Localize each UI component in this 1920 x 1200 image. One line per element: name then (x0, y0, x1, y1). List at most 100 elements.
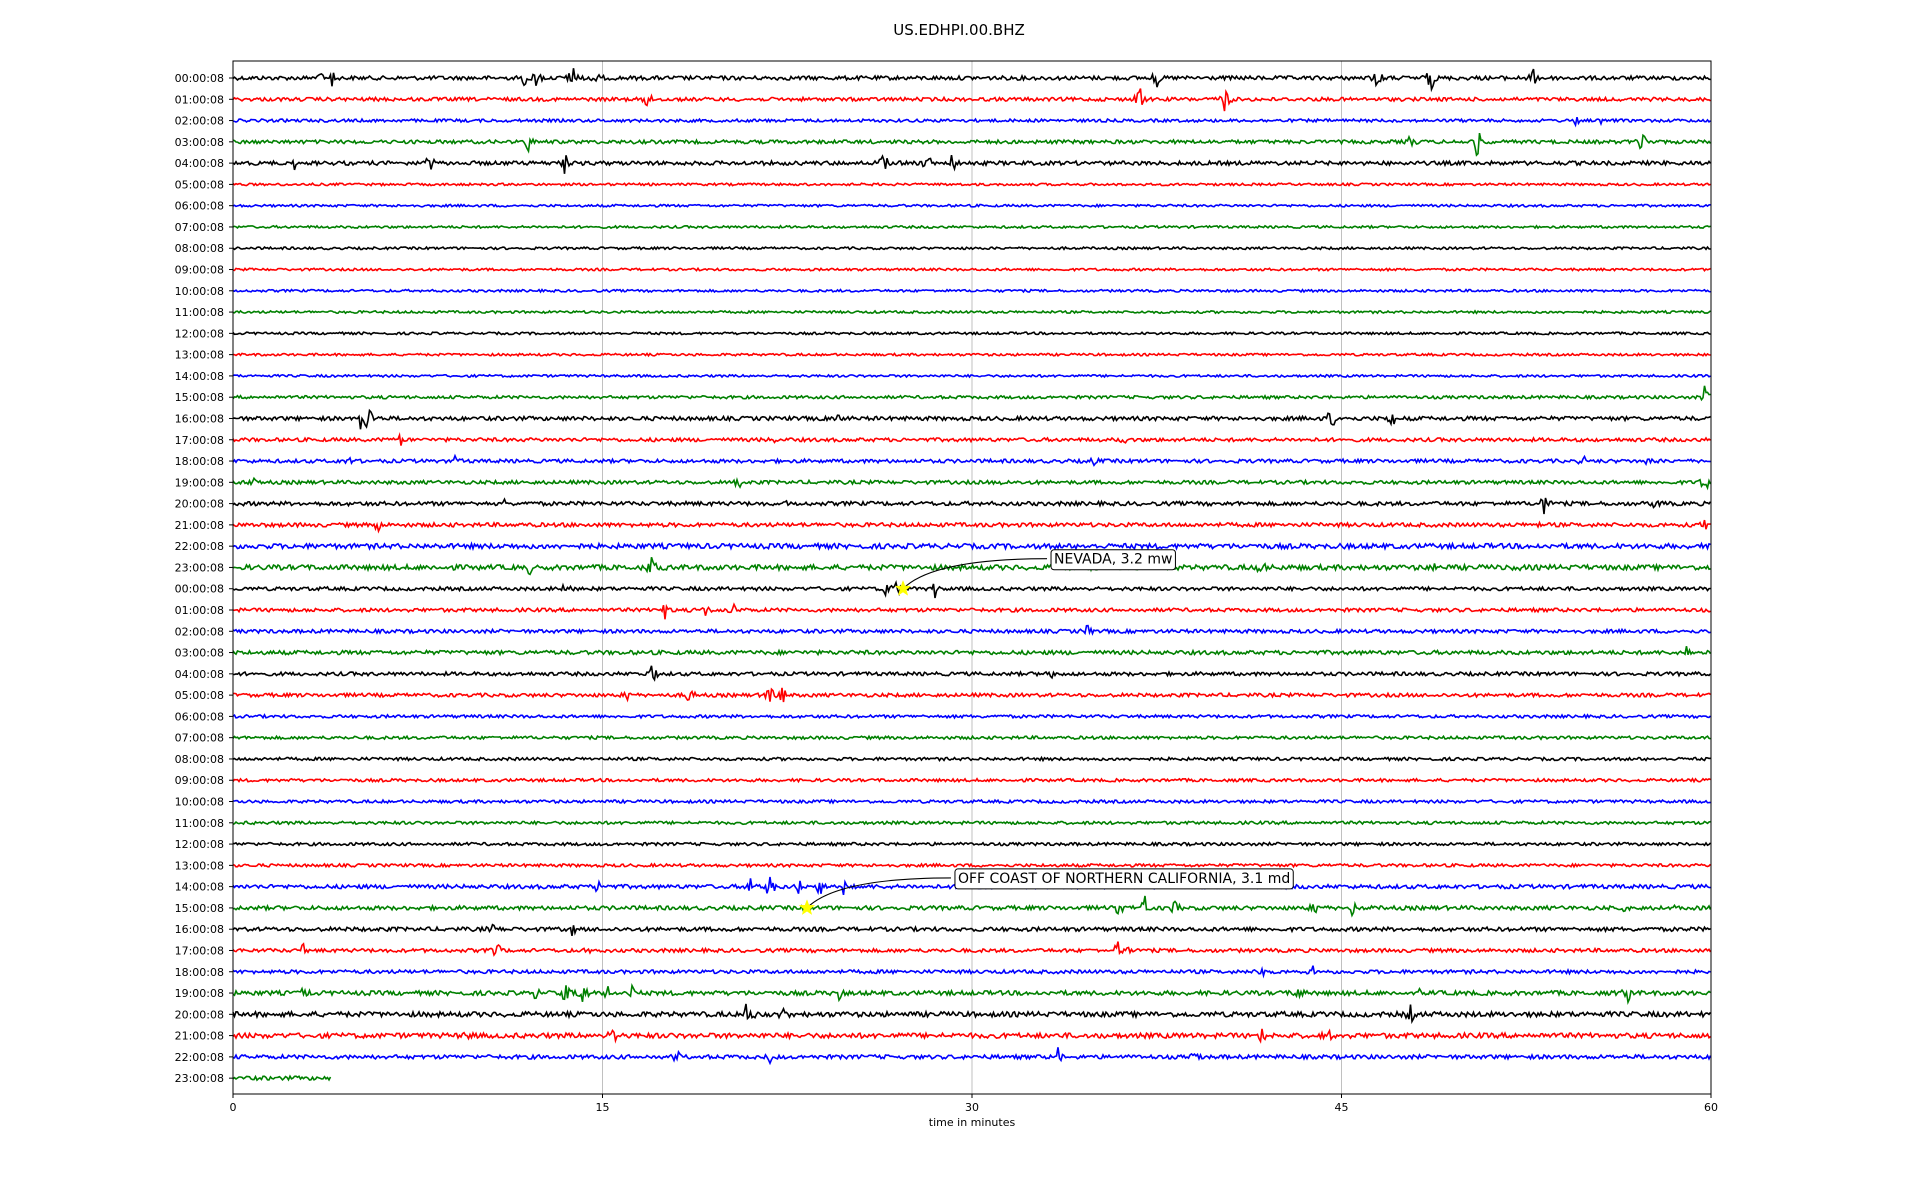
trace-line (232, 385, 1711, 402)
y-tick-label: 21:00:08 (175, 1030, 224, 1043)
trace-line (232, 665, 1712, 682)
trace-line (232, 734, 1711, 741)
y-tick-label: 11:00:08 (175, 817, 224, 830)
trace-line (232, 245, 1711, 251)
y-tick-label: 06:00:08 (175, 200, 224, 213)
trace-line (232, 713, 1712, 720)
trace-line (232, 862, 1712, 869)
chart-title: US.EDHPI.00.BHZ (893, 21, 1025, 39)
trace-line (232, 646, 1712, 657)
trace-line (232, 923, 1711, 937)
x-axis-label: time in minutes (929, 1116, 1016, 1129)
trace-line (232, 941, 1712, 957)
y-tick-label: 08:00:08 (175, 753, 224, 766)
trace-line (232, 453, 1711, 467)
trace-line (232, 117, 1711, 128)
trace-lines (232, 68, 1712, 1082)
annotations: NEVADA, 3.2 mw OFF COAST OF NORTHERN CALI… (798, 549, 1294, 915)
y-tick-label: 15:00:08 (175, 902, 224, 915)
event-star-marker (894, 579, 912, 596)
trace-line (232, 330, 1711, 336)
trace-line (232, 777, 1711, 784)
y-tick-label: 13:00:08 (175, 859, 224, 872)
y-tick-label: 00:00:08 (175, 72, 224, 85)
grid-lines (602, 61, 1342, 1094)
trace-line (232, 895, 1712, 918)
y-tick-label: 23:00:08 (175, 561, 224, 574)
y-tick-label: 00:00:08 (175, 583, 224, 596)
y-tick-label: 10:00:08 (175, 796, 224, 809)
trace-line (232, 408, 1711, 430)
y-tick-label: 19:00:08 (175, 476, 224, 489)
y-tick-label: 16:00:08 (175, 923, 224, 936)
trace-line (232, 755, 1711, 763)
annotation-leader (806, 877, 951, 909)
trace-line (232, 309, 1711, 315)
trace-line (232, 203, 1711, 209)
x-tick-label: 45 (1335, 1101, 1349, 1114)
trace-line (232, 687, 1711, 703)
y-tick-label: 09:00:08 (175, 774, 224, 787)
y-tick-label: 18:00:08 (175, 966, 224, 979)
trace-line (232, 68, 1711, 93)
y-tick-label: 22:00:08 (175, 540, 224, 553)
y-tick-label: 10:00:08 (175, 285, 224, 298)
trace-line (232, 181, 1711, 187)
x-tick-label: 60 (1704, 1101, 1718, 1114)
trace-line (232, 1003, 1712, 1025)
trace-line (232, 154, 1712, 174)
trace-line (233, 841, 1712, 848)
y-tick-label: 17:00:08 (175, 434, 224, 447)
trace-line (232, 519, 1711, 534)
trace-line (232, 602, 1711, 620)
y-tick-label: 01:00:08 (175, 604, 224, 617)
y-tick-label: 08:00:08 (175, 242, 224, 255)
y-tick-label: 20:00:08 (175, 1008, 224, 1021)
trace-line (232, 88, 1711, 112)
annotation-leader (902, 558, 1048, 590)
y-tick-label: 12:00:08 (175, 838, 224, 851)
trace-line (232, 288, 1711, 294)
y-tick-label: 06:00:08 (175, 710, 224, 723)
trace-line (232, 352, 1711, 358)
y-tick-label: 14:00:08 (175, 881, 224, 894)
x-tick-label: 30 (965, 1101, 979, 1114)
y-tick-label: 16:00:08 (175, 412, 224, 425)
event-annotation: NEVADA, 3.2 mw (894, 549, 1176, 596)
y-tick-label: 03:00:08 (175, 136, 224, 149)
y-tick-label: 02:00:08 (175, 115, 224, 128)
event-annotation: OFF COAST OF NORTHERN CALIFORNIA, 3.1 md (798, 868, 1294, 915)
y-tick-label: 23:00:08 (175, 1072, 224, 1085)
x-tick-labels: 0 15 30 45 60 (230, 1094, 1718, 1114)
y-tick-label: 07:00:08 (175, 732, 224, 745)
y-tick-label: 19:00:08 (175, 987, 224, 1000)
trace-line (232, 819, 1711, 826)
y-tick-label: 14:00:08 (175, 370, 224, 383)
trace-line (232, 132, 1712, 157)
annotation-box (1050, 549, 1176, 571)
annotation-label: OFF COAST OF NORTHERN CALIFORNIA, 3.1 md (958, 871, 1290, 887)
y-tick-label: 18:00:08 (175, 455, 224, 468)
trace-line (232, 224, 1711, 230)
y-tick-label: 12:00:08 (175, 327, 224, 340)
trace-line (232, 624, 1711, 636)
y-tick-label: 02:00:08 (175, 625, 224, 638)
y-tick-label: 17:00:08 (175, 944, 224, 957)
y-tick-label: 20:00:08 (175, 498, 224, 511)
y-tick-labels: 00:00:08 01:00:08 02:00:08 03:00:08 04:00:08… (175, 72, 233, 1085)
x-tick-label: 0 (230, 1101, 237, 1114)
y-tick-label: 15:00:08 (175, 391, 224, 404)
trace-line (232, 1074, 332, 1082)
event-star-marker (798, 899, 816, 915)
y-tick-label: 13:00:08 (175, 349, 224, 362)
trace-line (232, 983, 1712, 1005)
trace-line (233, 798, 1711, 805)
y-tick-label: 01:00:08 (175, 93, 224, 106)
trace-line (232, 373, 1711, 379)
y-tick-label: 11:00:08 (175, 306, 224, 319)
trace-line (232, 579, 1711, 599)
trace-line (232, 541, 1711, 552)
trace-line (232, 497, 1712, 515)
y-tick-label: 22:00:08 (175, 1051, 224, 1064)
y-tick-label: 07:00:08 (175, 221, 224, 234)
